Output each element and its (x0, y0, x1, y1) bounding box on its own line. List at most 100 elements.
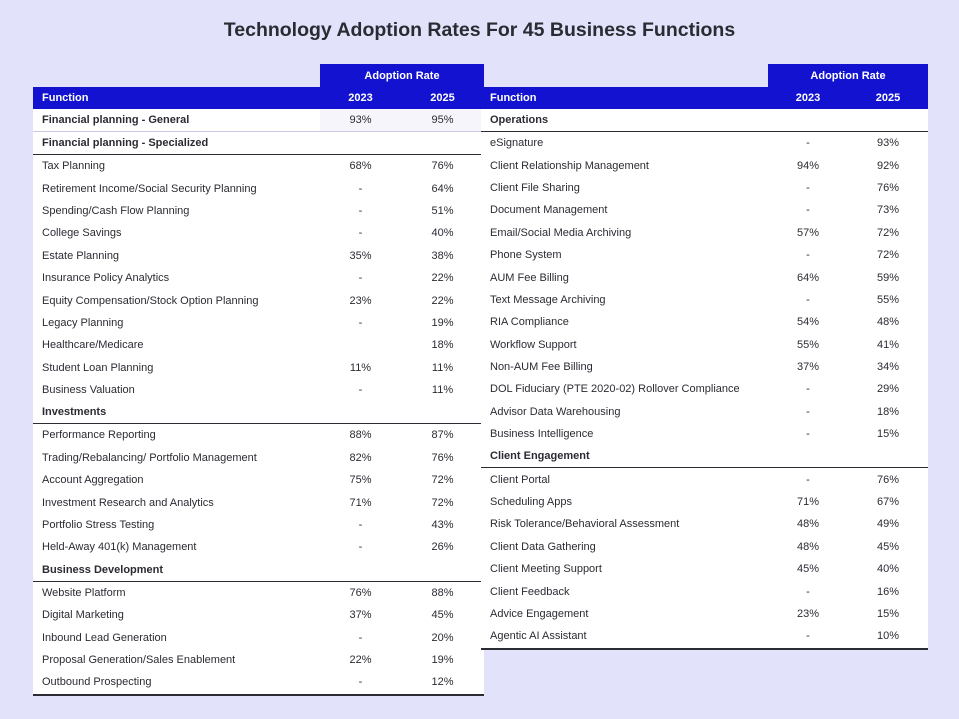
value-2023: - (768, 131, 848, 155)
value-2023: 54% (768, 311, 848, 334)
value-2025: 16% (848, 580, 929, 603)
section-spacer (848, 109, 929, 132)
function-name: Proposal Generation/Sales Enablement (33, 648, 320, 672)
value-2023: 75% (320, 469, 401, 492)
value-2023: - (320, 513, 401, 537)
value-2023: - (320, 177, 401, 200)
value-2023: - (320, 626, 401, 649)
value-2023: - (320, 222, 401, 245)
table-row: Scheduling Apps 71% 67% (481, 490, 929, 514)
table-row: Client Portal -76% (481, 467, 929, 491)
value-2023 (320, 334, 401, 357)
page-title: Technology Adoption Rates For 45 Busines… (223, 19, 736, 41)
value-2025: 72% (848, 221, 929, 244)
value-2023: 94% (768, 154, 848, 177)
section-spacer (401, 131, 485, 155)
value-2025: 22% (401, 266, 485, 290)
table-row: Proposal Generation/Sales Enablement 22% 1… (33, 648, 485, 672)
column-header-row: Function 2023 2025 (481, 87, 929, 109)
table-row: Investment Research and Analytics 71% 72% (33, 491, 485, 514)
value-2025: 43% (401, 513, 485, 537)
value-2025: 95% (401, 109, 485, 132)
function-column-header: Function (481, 87, 768, 109)
value-2023: - (320, 311, 401, 335)
section-header-row: Operations (481, 109, 929, 132)
value-2025: 48% (848, 311, 929, 334)
table-row: Business Intelligence -15% (481, 423, 929, 446)
function-name: Inbound Lead Generation (33, 626, 320, 649)
value-2025: 38% (401, 244, 485, 267)
value-2025: 18% (401, 334, 485, 357)
function-name: Client Data Gathering (481, 535, 768, 559)
section-spacer (320, 131, 401, 155)
table-row: Trading/Rebalancing/ Portfolio Managemen… (33, 446, 485, 470)
table-row: Retirement Income/Social Security Planni… (33, 177, 485, 200)
value-2023: 64% (768, 266, 848, 289)
year-2025-column-header: 2025 (848, 87, 929, 109)
value-2025: 72% (401, 469, 485, 492)
table-row: Client Relationship Management 94% 92% (481, 154, 929, 177)
value-2023: 11% (320, 356, 401, 379)
value-2023: - (768, 378, 848, 401)
function-name: Digital Marketing (33, 604, 320, 627)
value-2025: 40% (848, 558, 929, 581)
value-2025: 88% (401, 581, 485, 605)
value-2025: 11% (401, 378, 485, 402)
value-2025: 76% (401, 446, 485, 470)
value-2023: 23% (768, 602, 848, 626)
value-2025: 41% (848, 333, 929, 356)
function-name: Document Management (481, 199, 768, 222)
value-2025: 15% (848, 602, 929, 626)
value-2025: 19% (401, 311, 485, 335)
function-name: Student Loan Planning (33, 356, 320, 379)
value-2025: 76% (848, 176, 929, 200)
table-row: Phone System -72% (481, 243, 929, 267)
value-2025: 73% (848, 199, 929, 222)
value-2025: 67% (848, 490, 929, 514)
function-name: AUM Fee Billing (481, 266, 768, 289)
year-2025-column-header: 2025 (401, 87, 485, 109)
section-spacer (320, 558, 401, 582)
table-row: Client Feedback -16% (481, 580, 929, 603)
value-2023: - (768, 625, 848, 650)
function-name: Agentic AI Assistant (481, 625, 768, 650)
table-row: Client Data Gathering 48% 45% (481, 535, 929, 559)
value-2023: 68% (320, 154, 401, 178)
table-row: Portfolio Stress Testing -43% (33, 513, 485, 537)
table-row: Advice Engagement 23% 15% (481, 602, 929, 626)
value-2025: 93% (848, 131, 929, 155)
table-row: Inbound Lead Generation -20% (33, 626, 485, 649)
section-spacer (768, 445, 848, 469)
table-row: College Savings -40% (33, 222, 485, 245)
section-title: Investments (33, 401, 320, 425)
function-name: Estate Planning (33, 244, 320, 267)
value-2025: 76% (401, 154, 485, 178)
right-table: Adoption Rate Function 2023 2025 Operati… (481, 64, 929, 650)
function-name: Email/Social Media Archiving (481, 221, 768, 244)
value-2023: 93% (320, 109, 401, 132)
value-2023: 45% (768, 558, 848, 581)
section-spacer (768, 109, 848, 132)
table-row: Tax Planning 68% 76% (33, 154, 485, 178)
value-2025: 59% (848, 266, 929, 289)
left-table-body: Adoption Rate Function 2023 2025 Financi… (33, 64, 485, 696)
value-2023: 48% (768, 535, 848, 559)
table-row: Document Management -73% (481, 199, 929, 222)
value-2023: - (768, 288, 848, 312)
function-name: Equity Compensation/Stock Option Plannin… (33, 289, 320, 312)
adoption-rate-header: Adoption Rate (768, 64, 929, 87)
function-name: Tax Planning (33, 154, 320, 178)
value-2025: 45% (401, 604, 485, 627)
function-name: Phone System (481, 243, 768, 267)
section-header-row: Business Development (33, 558, 485, 582)
value-2023: - (768, 243, 848, 267)
value-2025: 49% (848, 513, 929, 536)
function-name: eSignature (481, 131, 768, 155)
adoption-rate-header: Adoption Rate (320, 64, 485, 87)
function-name: Retirement Income/Social Security Planni… (33, 177, 320, 200)
value-2025: 45% (848, 535, 929, 559)
table-row: Legacy Planning -19% (33, 311, 485, 335)
table-row: DOL Fiduciary (PTE 2020-02) Rollover Com… (481, 378, 929, 401)
value-2025: 34% (848, 355, 929, 379)
section-spacer (401, 401, 485, 425)
